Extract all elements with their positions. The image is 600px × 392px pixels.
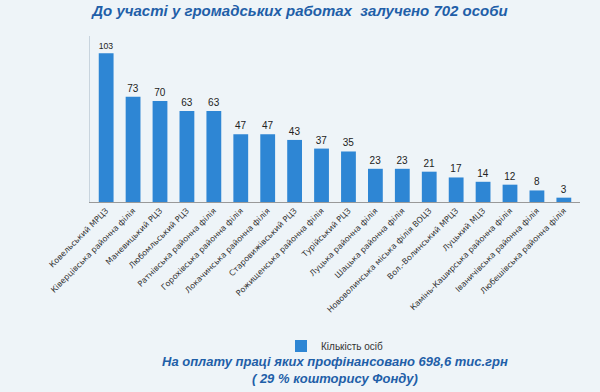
svg-text:63: 63 [181,97,193,108]
svg-text:До участі у громадських работа: До участі у громадських работах залучено… [90,2,507,19]
svg-text:47: 47 [262,120,274,131]
svg-text:Старовижівський РЦЗ: Старовижівський РЦЗ [227,206,299,278]
svg-text:Вол.-Волинський МРЦЗ: Вол.-Волинський МРЦЗ [386,206,461,281]
svg-text:8: 8 [534,176,540,187]
svg-text:Любешівська районна філія: Любешівська районна філія [479,206,569,296]
svg-text:Маневицький РЦЗ: Маневицький РЦЗ [104,206,164,266]
svg-text:Шацька районна філія: Шацька районна філія [333,206,407,280]
svg-text:Турійський РЦЗ: Турійський РЦЗ [300,206,353,259]
svg-text:47: 47 [235,120,247,131]
svg-text:Горохівська районна філія: Горохівська районна філія [159,206,245,292]
svg-text:Ківерцівська районна філія: Ківерцівська районна філія [49,206,137,294]
svg-text:На оплату праці яких профінанс: На оплату праці яких профінансовано 698,… [162,354,508,386]
svg-text:73: 73 [127,83,139,94]
svg-text:Ратнівська районна філія: Ратнівська районна філія [136,206,218,288]
svg-text:Луцький МЦЗ: Луцький МЦЗ [441,206,488,253]
svg-text:3: 3 [561,184,567,195]
svg-text:43: 43 [289,126,301,137]
svg-text:Нововолинська міська філія ВОЦ: Нововолинська міська філія ВОЦЗ [326,206,434,314]
svg-text:Іваничівська районна філія: Іваничівська районна філія [454,206,542,294]
svg-text:35: 35 [343,137,355,148]
svg-text:14: 14 [477,168,489,179]
svg-text:70: 70 [154,87,166,98]
svg-text:23: 23 [370,155,382,166]
svg-text:Ковельський МРЦЗ: Ковельський МРЦЗ [47,206,110,269]
svg-text:Рожищенська районна філія: Рожищенська районна філія [234,206,326,298]
svg-text:Любомльський РЦЗ: Любомльський РЦЗ [127,206,191,270]
svg-text:63: 63 [208,97,220,108]
svg-text:23: 23 [397,155,409,166]
svg-text:12: 12 [504,171,516,182]
svg-text:21: 21 [423,158,435,169]
svg-text:Кількість осіб: Кількість осіб [321,341,383,352]
svg-text:17: 17 [450,163,462,174]
svg-text:103: 103 [99,41,114,51]
svg-text:37: 37 [316,135,328,146]
svg-text:Луцька районна філія: Луцька районна філія [308,206,380,278]
svg-text:Локачинська районна філія: Локачинська районна філія [183,206,272,295]
svg-text:Камінь-Каширська районна філія: Камінь-Каширська районна філія [409,206,515,312]
